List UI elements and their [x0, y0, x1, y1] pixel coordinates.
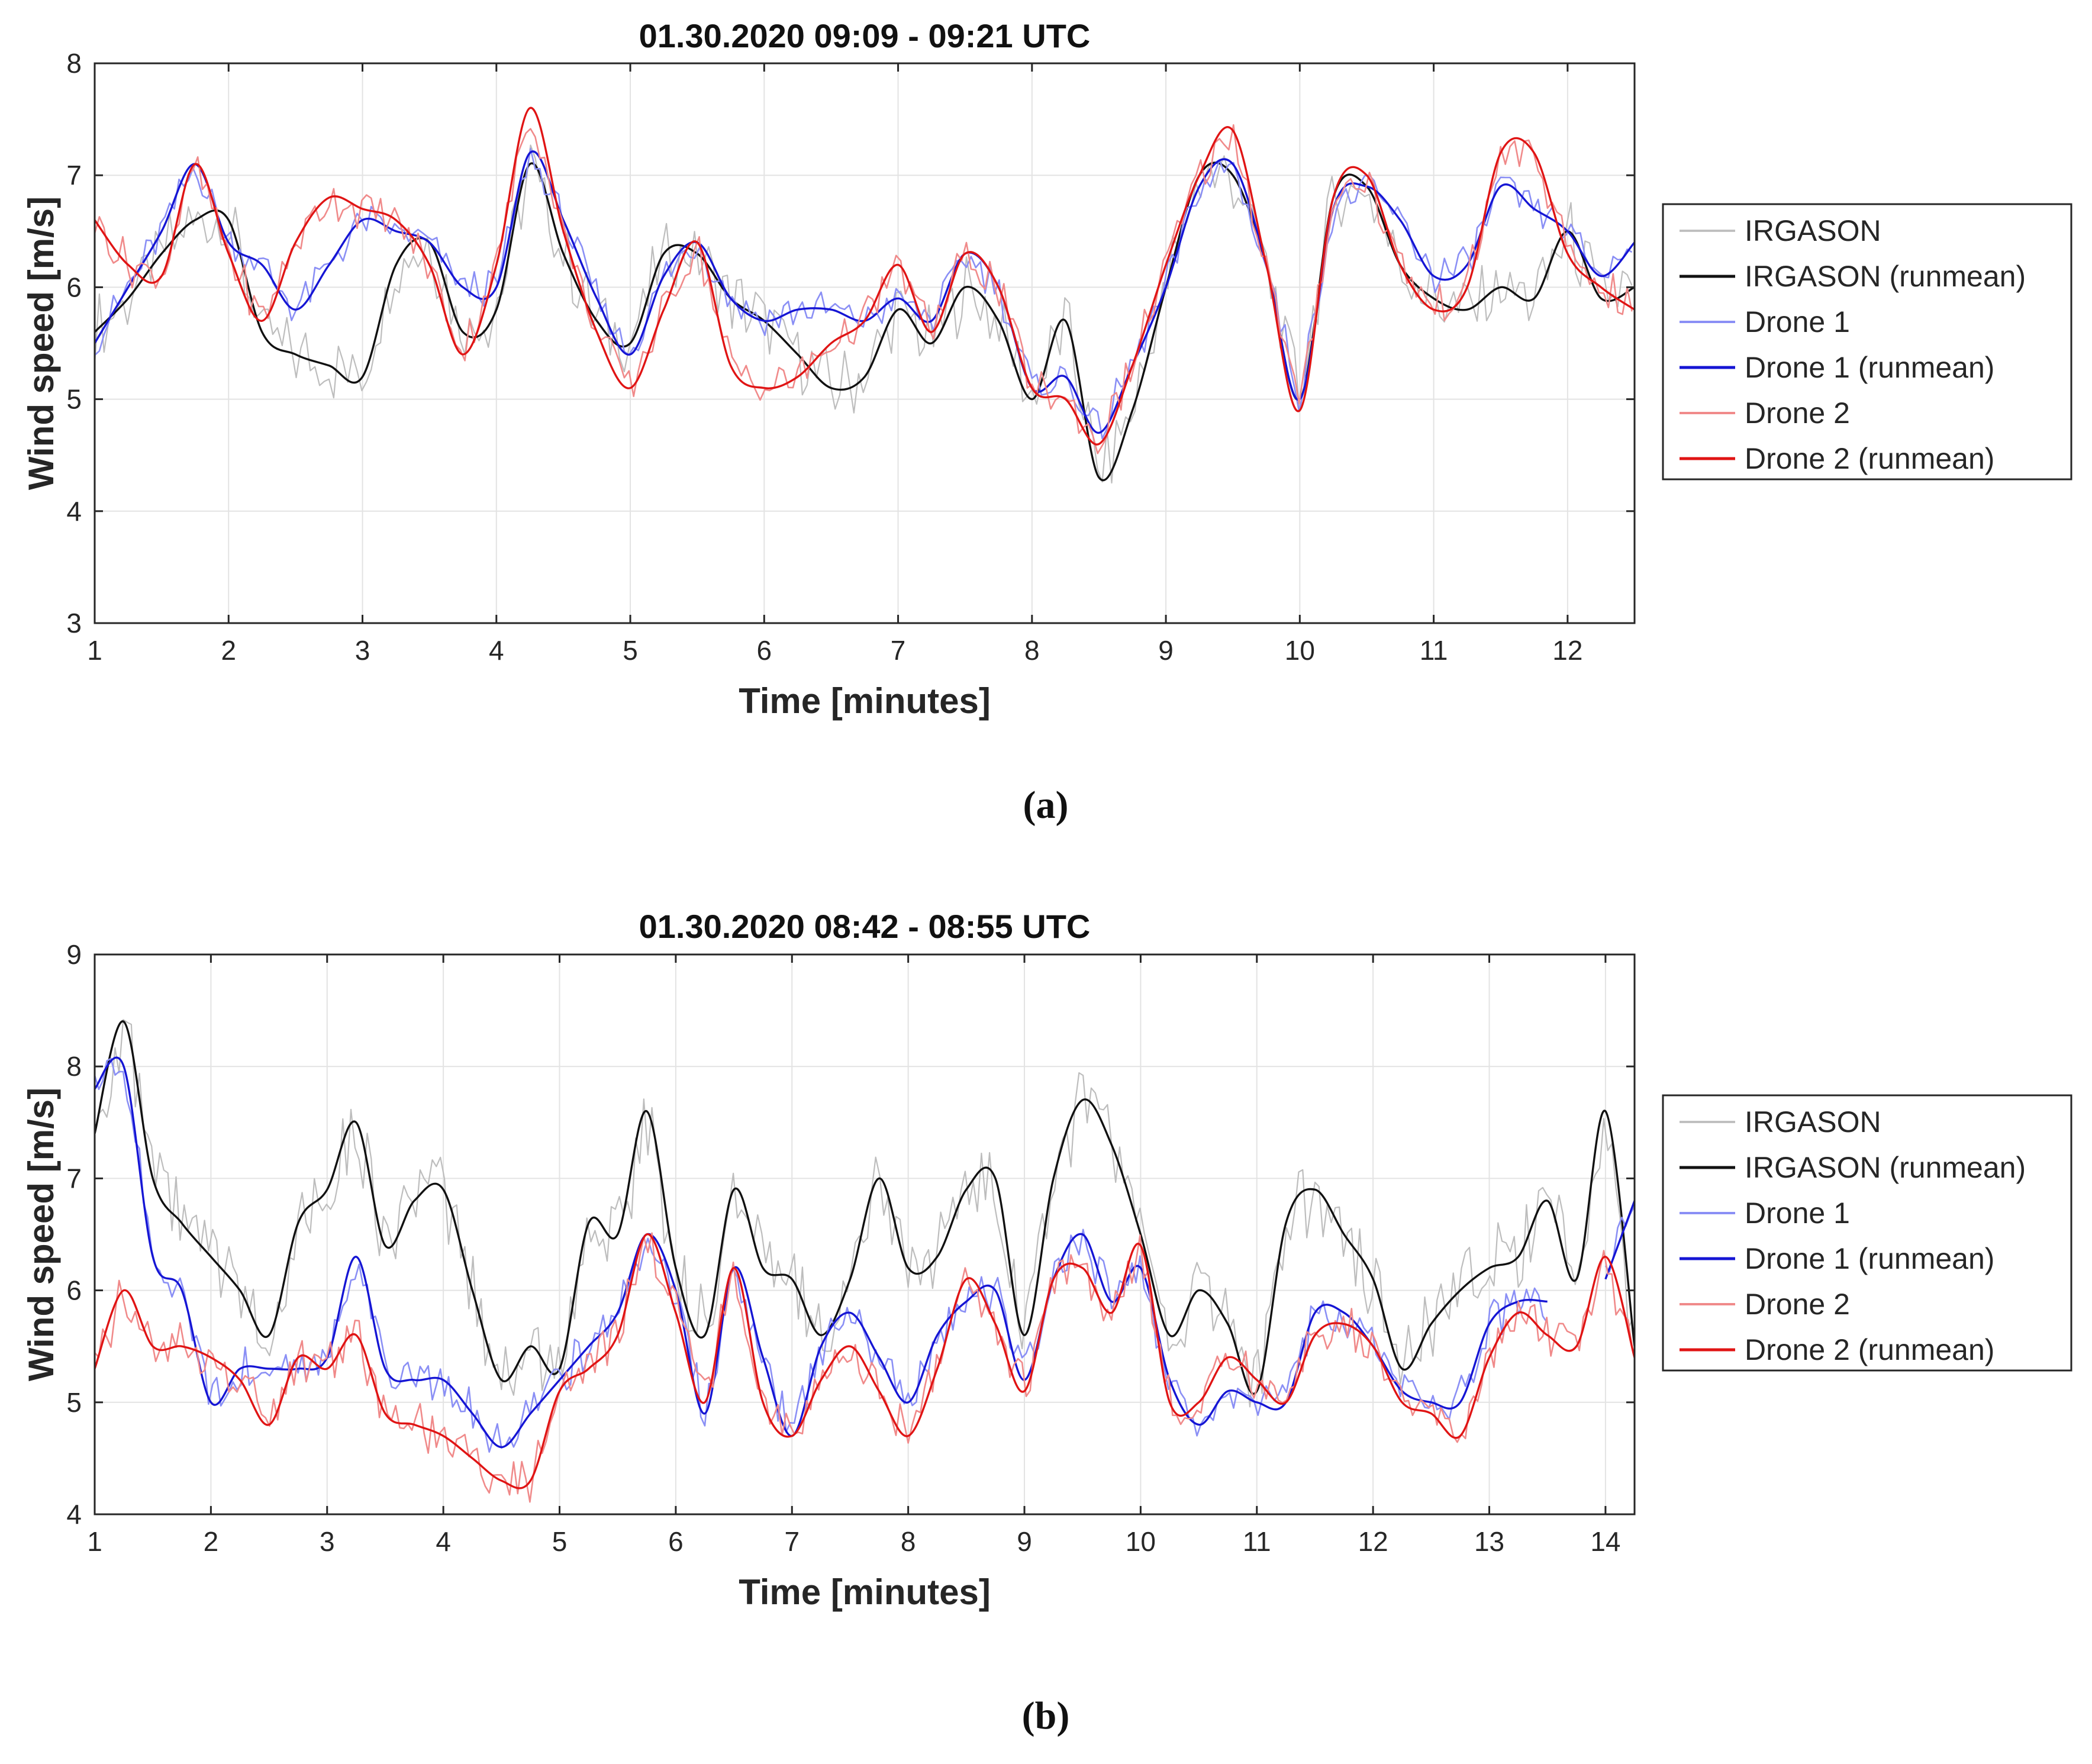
panel-b-series-irgason-line: [95, 1019, 1633, 1408]
panel-b-x-tick-label-2: 2: [204, 1526, 219, 1557]
panel-a-legend-label-drone-1-runmean: Drone 1 (runmean): [1745, 351, 1994, 384]
panel-b-x-tick-label-4: 4: [436, 1526, 451, 1557]
panel-a-legend-label-drone-2: Drone 2: [1745, 396, 1850, 430]
panel-b-x-axis-label: Time [minutes]: [739, 1572, 991, 1612]
panel-a-y-tick-label-4: 4: [66, 496, 82, 527]
panel-b-x-tick-label-12: 12: [1358, 1526, 1388, 1557]
panel-b-legend-label-irgason-runmean: IRGASON (runmean): [1745, 1151, 2026, 1184]
panel-b-y-tick-label-9: 9: [66, 939, 82, 970]
panel-a-title: 01.30.2020 09:09 - 09:21 UTC: [639, 17, 1091, 54]
panel-a-legend-box: [1662, 203, 2072, 480]
panel-a-series-drone-2-runmean-line: [95, 107, 1635, 446]
panel-a-y-tick-label-3: 3: [66, 608, 82, 638]
panel-b-caption: (b): [1022, 1694, 1070, 1737]
panel-a-y-tick-label-7: 7: [66, 160, 82, 191]
panel-a-x-tick-label-12: 12: [1552, 635, 1582, 666]
panel-b-x-tick-label-5: 5: [552, 1526, 568, 1557]
panel-a-series-irgason-runmean-line: [95, 162, 1635, 482]
panel-a-legend-label-drone-1: Drone 1: [1745, 305, 1850, 338]
panel-b-legend-box: [1662, 1094, 2072, 1372]
panel-a-x-tick-label-8: 8: [1024, 635, 1040, 666]
panel-b-series: [95, 1019, 1635, 1503]
panel-b-series-drone-2-line: [95, 1232, 1633, 1503]
panel-b-axes-frame: [94, 953, 1636, 1515]
panel-a-legend-label-irgason: IRGASON: [1745, 214, 1881, 247]
panel-b-series-drone-2-runmean-line: [95, 1233, 1635, 1489]
panel-b-x-tick-label-7: 7: [784, 1526, 800, 1557]
panel-a-y-axis-label: Wind speed [m/s]: [21, 196, 61, 490]
panel-b-y-axis-label: Wind speed [m/s]: [21, 1088, 61, 1381]
panel-b-x-tick-label-3: 3: [320, 1526, 335, 1557]
panel-b-x-tick-label-13: 13: [1474, 1526, 1504, 1557]
panel-a-x-tick-label-2: 2: [221, 635, 236, 666]
panel-a-y-tick-label-5: 5: [66, 384, 82, 415]
panel-a-x-axis-label: Time [minutes]: [739, 681, 991, 721]
panel-b-x-tick-label-1: 1: [87, 1526, 102, 1557]
panel-b-y-tick-label-7: 7: [66, 1163, 82, 1194]
panel-a-grid: [94, 63, 1635, 624]
panel-b-y-tick-label-4: 4: [66, 1499, 82, 1530]
panel-b-y-tick-label-8: 8: [66, 1051, 82, 1082]
panel-b-title: 01.30.2020 08:42 - 08:55 UTC: [639, 908, 1091, 945]
panel-b-legend-label-drone-2: Drone 2: [1745, 1288, 1850, 1321]
panel-b-x-tick-label-9: 9: [1017, 1526, 1032, 1557]
panel-b-legend-label-irgason: IRGASON: [1745, 1105, 1881, 1139]
panel-b-x-tick-label-14: 14: [1590, 1526, 1620, 1557]
panel-b-legend: IRGASON IRGASON (runmean) Drone 1 Drone 1 (…: [1662, 1094, 2072, 1372]
panel-a-legend: IRGASON IRGASON (runmean) Drone 1 Drone 1 (…: [1662, 203, 2072, 480]
panel-b-y-tick-label-5: 5: [66, 1387, 82, 1418]
panel-a-series-drone-2-line: [95, 124, 1633, 454]
panel-a-series-irgason-line: [95, 144, 1633, 484]
panel-a-caption: (a): [1023, 783, 1069, 827]
panel-a-legend-label-irgason-runmean: IRGASON (runmean): [1745, 260, 2026, 293]
panel-b-legend-label-drone-1: Drone 1: [1745, 1197, 1850, 1230]
panel-b-x-tick-label-8: 8: [901, 1526, 916, 1557]
panel-a-axes-frame: [94, 62, 1636, 624]
panel-a-x-tick-label-9: 9: [1158, 635, 1174, 666]
panel-b-x-tick-label-10: 10: [1126, 1526, 1156, 1557]
panel-a-x-tick-label-1: 1: [87, 635, 102, 666]
panel-a-x-tick-label-4: 4: [489, 635, 504, 666]
panel-a-y-tick-label-8: 8: [66, 48, 82, 79]
panel-a-x-tick-label-6: 6: [757, 635, 772, 666]
panel-a-legend-label-drone-2-runmean: Drone 2 (runmean): [1745, 442, 1994, 475]
panel-b-x-tick-label-6: 6: [668, 1526, 684, 1557]
panel-b-x-tick-label-11: 11: [1243, 1526, 1271, 1557]
panel-b-legend-label-drone-2-runmean: Drone 2 (runmean): [1745, 1333, 1994, 1366]
panel-a-x-tick-label-10: 10: [1285, 635, 1315, 666]
panel-a-series-drone-1-runmean-line: [95, 150, 1635, 434]
panel-a-x-tick-label-11: 11: [1420, 635, 1448, 666]
panel-a-x-tick-label-5: 5: [623, 635, 638, 666]
panel-a-x-tick-label-3: 3: [355, 635, 370, 666]
panel-b-legend-label-drone-1-runmean: Drone 1 (runmean): [1745, 1242, 1994, 1275]
panel-b-series-irgason-runmean-line: [95, 1020, 1635, 1395]
panel-a-y-tick-label-6: 6: [66, 272, 82, 302]
panel-b-y-tick-label-6: 6: [66, 1275, 82, 1306]
panel-a-series: [95, 107, 1635, 484]
panel-a-x-tick-label-7: 7: [891, 635, 906, 666]
